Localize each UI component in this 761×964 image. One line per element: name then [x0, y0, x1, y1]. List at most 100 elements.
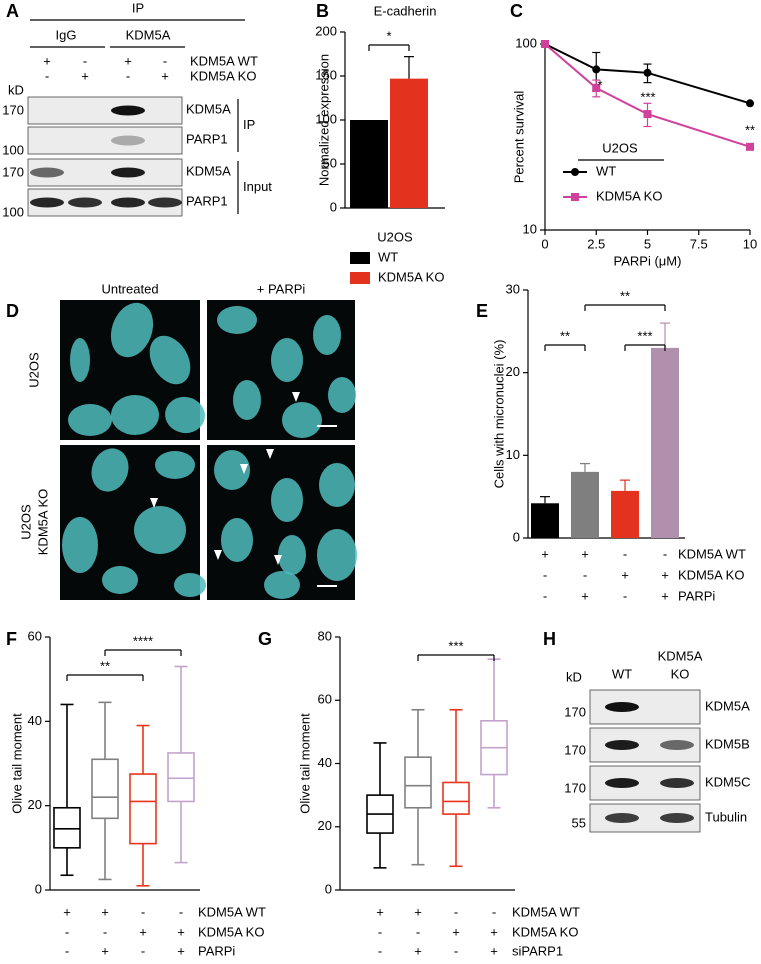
nucleus [102, 566, 138, 594]
nucleus [328, 377, 356, 413]
legend-marker [571, 168, 579, 176]
x-tick-label: U2OS [377, 229, 413, 244]
significance-label: **** [133, 633, 153, 648]
nucleus [319, 463, 355, 507]
nucleus [68, 404, 112, 436]
sign: - [583, 567, 587, 582]
point [541, 40, 549, 48]
mw-marker: 170 [564, 704, 586, 719]
y-tick-label: 100 [515, 35, 537, 50]
condition-label: PARPi [198, 943, 235, 958]
sign: + [661, 567, 669, 582]
y-tick-label: 0 [330, 199, 337, 214]
mw-marker: 100 [2, 204, 24, 219]
nucleus [149, 335, 191, 385]
group-label: IgG [56, 27, 77, 42]
sign: + [581, 546, 589, 561]
legend-swatch [350, 252, 370, 264]
arrowhead [214, 550, 222, 560]
nucleus [278, 535, 306, 575]
significance-label: *** [448, 638, 463, 653]
nucleus [70, 338, 90, 382]
y-tick-label: 200 [315, 23, 337, 38]
row-label: U2OS [18, 504, 33, 540]
sign: + [490, 943, 498, 958]
x-tick-label: 7.5 [690, 236, 708, 251]
sign: + [177, 924, 185, 939]
condition-label: KDM5A WT [678, 546, 746, 561]
arrowhead [150, 498, 158, 508]
blot-label: KDM5B [705, 736, 750, 751]
blot-label: KDM5A [705, 698, 750, 713]
nucleus [233, 380, 261, 420]
sign: + [177, 943, 185, 958]
x-tick-label: 5 [644, 236, 651, 251]
y-tick-label: 100 [315, 111, 337, 126]
y-tick-label: 20 [318, 818, 332, 833]
column-label: WT [612, 666, 632, 681]
panel-label: B [316, 1, 329, 21]
panel-label: H [543, 629, 556, 649]
band [660, 813, 694, 823]
significance-label: * [597, 77, 602, 92]
x-tick-label: 0 [541, 236, 548, 251]
legend-marker [571, 193, 579, 201]
panel-label: C [510, 1, 523, 21]
y-tick-label: 60 [28, 628, 42, 643]
nucleus [271, 338, 303, 382]
mw-marker: 170 [564, 780, 586, 795]
x-axis-label: PARPi (μM) [614, 253, 682, 268]
kd-label: kD [566, 669, 582, 684]
condition-label: KDM5A WT [190, 53, 258, 68]
band [111, 105, 145, 116]
sign: + [101, 904, 109, 919]
condition-label: siPARP1 [512, 943, 563, 958]
sign: + [581, 588, 589, 603]
point [746, 99, 754, 108]
blot-label: KDM5A [186, 101, 231, 116]
chart-title: E-cadherin [374, 3, 437, 18]
sign: - [126, 68, 130, 83]
mw-marker: 170 [564, 742, 586, 757]
sign: - [45, 68, 49, 83]
sign: + [63, 904, 71, 919]
sign: - [378, 924, 382, 939]
nucleus [271, 478, 303, 522]
sign: + [43, 53, 51, 68]
nucleus [282, 402, 322, 438]
legend-label: KDM5A KO [378, 269, 444, 284]
box [91, 758, 119, 820]
sign: - [179, 904, 183, 919]
significance-label: * [386, 28, 391, 43]
band [68, 197, 102, 208]
sign: - [454, 904, 458, 919]
panel-label: E [476, 301, 488, 321]
box [167, 752, 195, 803]
column-label: Untreated [101, 281, 158, 296]
arrowhead [274, 555, 282, 565]
bar [531, 503, 559, 538]
y-tick-label: 60 [318, 692, 332, 707]
legend-label: KDM5A KO [596, 188, 662, 203]
band [605, 778, 639, 788]
y-axis-label: Olive tail moment [297, 713, 312, 814]
y-axis-label: Normalized expression [316, 54, 331, 186]
y-tick-label: 10 [523, 221, 537, 236]
bar [350, 120, 388, 208]
nucleus [62, 517, 98, 573]
y-axis-label: Olive tail moment [9, 713, 24, 814]
blot [589, 689, 701, 725]
point [643, 68, 652, 77]
column-label: KO [671, 666, 690, 681]
sign: - [543, 588, 547, 603]
sign: - [416, 924, 420, 939]
sign: - [141, 943, 145, 958]
band [605, 813, 639, 823]
legend-title: U2OS [602, 140, 638, 155]
condition-label: KDM5A KO [190, 68, 256, 83]
y-axis-label: Percent survival [511, 91, 526, 184]
y-tick-label: 30 [506, 281, 520, 296]
sign: + [376, 904, 384, 919]
condition-label: KDM5A WT [512, 904, 580, 919]
box [129, 773, 157, 845]
